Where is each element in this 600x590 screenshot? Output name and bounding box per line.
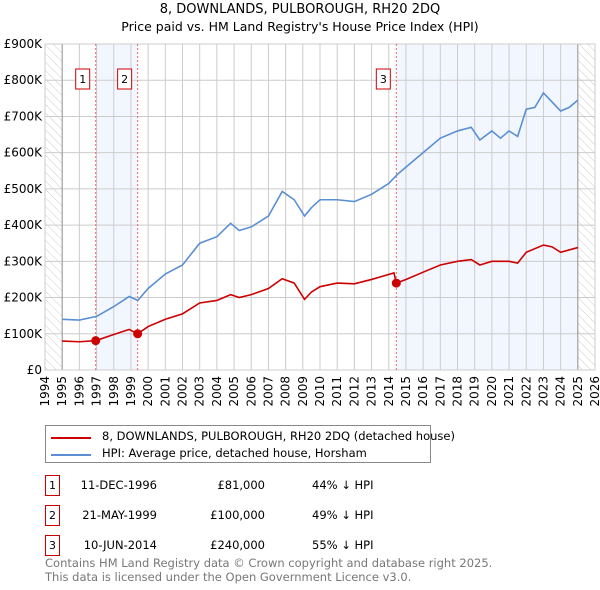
y-tick-label: £100K [4,327,44,341]
hpi-line [62,91,579,321]
x-tick-label: 2023 [536,376,550,407]
hatched-region [577,44,595,370]
sale-badge [375,68,391,90]
x-tick-label: 2020 [485,376,499,407]
x-tick-label: 2007 [261,376,275,407]
x-tick-label: 1999 [124,376,138,407]
x-tick-label: 2012 [347,376,361,407]
sale-badge: 1 [45,475,60,496]
x-tick-label: 1996 [72,376,86,407]
sale-badge-label: 2 [121,73,128,86]
sale-row: 3 10-JUN-2014 £240,000 55% ↓ HPI [45,535,445,556]
legend-swatch-blue [51,454,91,456]
sale-row: 1 11-DEC-1996 £81,000 44% ↓ HPI [45,475,445,496]
y-tick-label: £700K [4,109,44,123]
legend: 8, DOWNLANDS, PULBOROUGH, RH20 2DQ (deta… [45,425,455,463]
x-tick-label: 2026 [588,376,600,407]
chart-subtitle: Price paid vs. HM Land Registry's House … [121,19,479,34]
y-tick-label: £200K [4,291,44,305]
sale-date: 21-MAY-1999 [82,508,157,522]
x-tick-label: 2004 [210,376,224,407]
footer-line-2: This data is licensed under the Open Gov… [45,570,412,584]
hatched-region [45,44,63,370]
price-paid-line [62,244,579,343]
y-tick-label: £400K [4,218,44,232]
sale-price: £240,000 [210,538,265,552]
x-tick-label: 2001 [158,376,172,407]
y-tick-label: £500K [4,182,44,196]
sale-price: £100,000 [210,508,265,522]
y-tick-label: £900K [4,37,44,51]
x-tick-label: 2015 [399,376,413,407]
sale-date: 11-DEC-1996 [80,478,157,492]
legend-label: 8, DOWNLANDS, PULBOROUGH, RH20 2DQ (deta… [102,429,455,443]
x-tick-label: 2005 [227,376,241,407]
x-tick-label: 2014 [382,376,396,407]
x-tick-label: 2018 [451,376,465,407]
sale-hpi-diff: 44% ↓ HPI [312,478,374,492]
sale-hpi-diff: 55% ↓ HPI [312,538,374,552]
x-tick-label: 2003 [193,376,207,407]
legend-item-property: 8, DOWNLANDS, PULBOROUGH, RH20 2DQ (deta… [46,429,455,445]
x-tick-label: 2017 [433,376,447,407]
y-tick-label: £600K [4,146,44,160]
sale-badge-label: 3 [380,73,387,86]
x-tick-label: 2000 [141,376,155,407]
x-tick-label: 2006 [244,376,258,407]
sale-hpi-diff: 49% ↓ HPI [312,508,374,522]
x-tick-label: 1998 [107,376,121,407]
y-tick-label: £0 [27,363,42,377]
x-tick-label: 1995 [55,376,69,407]
x-tick-label: 2011 [330,376,344,407]
legend-item-hpi: HPI: Average price, detached house, Hors… [46,446,426,462]
legend-swatch-red [51,437,91,439]
sale-row: 2 21-MAY-1999 £100,000 49% ↓ HPI [45,505,445,526]
x-tick-label: 2010 [313,376,327,407]
sale-price: £81,000 [217,478,265,492]
legend-label: HPI: Average price, detached house, Hors… [102,446,367,460]
y-tick-label: £800K [4,73,44,87]
sale-badge [75,68,91,90]
x-tick-label: 2013 [365,376,379,407]
sale-badge: 2 [45,505,60,526]
footer-line-1: Contains HM Land Registry data © Crown c… [45,556,493,570]
x-tick-label: 2016 [416,376,430,407]
sale-badge [117,68,133,90]
x-tick-label: 2009 [296,376,310,407]
plot-border [44,43,596,371]
sale-point [91,336,101,346]
sale-point [391,278,401,288]
x-tick-label: 2024 [554,376,568,407]
x-tick-label: 1997 [90,376,104,407]
sale-point [133,329,143,339]
sale-badge: 3 [45,535,60,556]
x-tick-label: 2008 [279,376,293,407]
x-tick-label: 2025 [571,376,585,407]
sale-badge-label: 1 [79,73,86,86]
x-tick-label: 2019 [468,376,482,407]
y-tick-label: £300K [4,254,44,268]
x-tick-label: 2022 [519,376,533,407]
x-tick-label: 2002 [176,376,190,407]
chart-title: 8, DOWNLANDS, PULBOROUGH, RH20 2DQ [159,2,441,17]
x-tick-label: 2021 [502,376,516,407]
x-tick-label: 1994 [38,376,52,407]
sale-date: 10-JUN-2014 [83,538,157,552]
